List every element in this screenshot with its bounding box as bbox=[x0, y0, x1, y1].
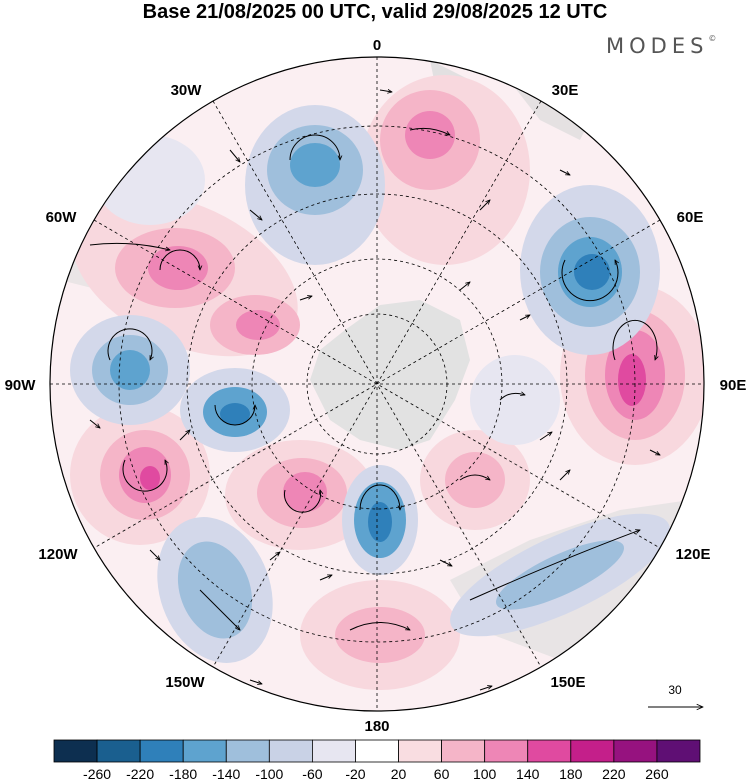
colorbar-tick-label: 100 bbox=[473, 766, 497, 782]
lon-label-120e: 120E bbox=[675, 546, 710, 563]
lon-label-30w: 30W bbox=[171, 82, 203, 99]
map-title: Base 21/08/2025 00 UTC, valid 29/08/2025… bbox=[142, 1, 608, 23]
colorbar-tick-label: -60 bbox=[302, 766, 322, 782]
colorbar-swatch bbox=[484, 739, 529, 763]
lon-label-120w: 120W bbox=[38, 546, 78, 563]
lon-label-150w: 150W bbox=[165, 674, 205, 691]
graticule bbox=[50, 57, 704, 711]
colorbar-swatch bbox=[398, 739, 442, 763]
lon-label-180: 180 bbox=[364, 718, 389, 735]
colorbar: -260 -220 -180 -140 -100 -60 -20 20 60 100 140 180 2… bbox=[53, 739, 701, 782]
lon-label-90e: 90E bbox=[720, 377, 747, 394]
positive-anomalies bbox=[70, 75, 704, 690]
colorbar-tick-label: -100 bbox=[255, 766, 283, 782]
colorbar-tick-label: 260 bbox=[645, 766, 669, 782]
antarctica-landmass bbox=[310, 300, 470, 450]
lon-label-150e: 150E bbox=[550, 674, 585, 691]
colorbar-swatch bbox=[182, 739, 227, 763]
colorbar-tick-label: 20 bbox=[391, 766, 407, 782]
colorbar-swatch bbox=[53, 739, 98, 763]
colorbar-swatch bbox=[613, 739, 658, 763]
colorbar-tick-label: -260 bbox=[83, 766, 111, 782]
colorbar-swatch bbox=[225, 739, 270, 763]
colorbar-tick-label: 180 bbox=[559, 766, 583, 782]
colorbar-swatch bbox=[355, 739, 399, 763]
colorbar-swatch bbox=[139, 739, 184, 763]
lon-label-30e: 30E bbox=[552, 82, 579, 99]
colorbar-tick-label: 140 bbox=[516, 766, 540, 782]
colorbar-tick-label: 220 bbox=[602, 766, 626, 782]
reference-vector: 30 bbox=[648, 683, 703, 707]
lon-label-60w: 60W bbox=[46, 209, 78, 226]
colorbar-swatch bbox=[311, 739, 356, 763]
lon-label-60e: 60E bbox=[677, 209, 704, 226]
map-boundary bbox=[49, 56, 705, 712]
brand-mark: © bbox=[708, 34, 717, 43]
lon-label-90w: 90W bbox=[5, 377, 37, 394]
brand-text: MODES bbox=[606, 34, 709, 58]
anomaly-field bbox=[50, 57, 704, 711]
colorbar-tick-label: -180 bbox=[169, 766, 197, 782]
colorbar-swatch bbox=[570, 739, 615, 763]
colorbar-swatch bbox=[268, 739, 313, 763]
modes-logo: MODES© bbox=[606, 34, 716, 58]
colorbar-tick-label: -20 bbox=[345, 766, 365, 782]
colorbar-swatch bbox=[96, 739, 141, 763]
colorbar-swatch bbox=[527, 739, 572, 763]
colorbar-tick-label: -140 bbox=[212, 766, 240, 782]
colorbar-tick-label: 60 bbox=[434, 766, 450, 782]
colorbar-tick-label: -220 bbox=[126, 766, 154, 782]
negative-anomalies bbox=[70, 105, 670, 663]
colorbar-swatch bbox=[656, 739, 701, 763]
colorbar-swatch bbox=[441, 739, 486, 763]
lon-label-0: 0 bbox=[373, 37, 381, 54]
reference-vector-label: 30 bbox=[668, 683, 682, 697]
